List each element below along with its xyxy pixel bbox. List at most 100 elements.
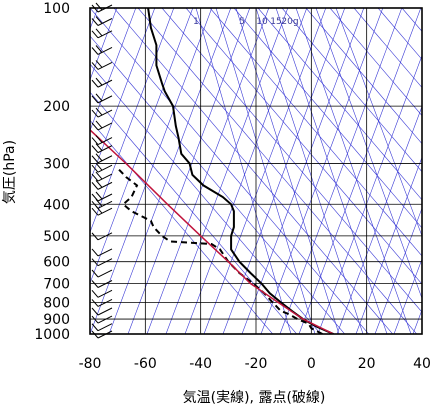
wind-barb [91,232,113,241]
wind-barb-flag [91,109,99,118]
wind-barb-flag [91,164,99,173]
isotherm-line [90,8,213,334]
wind-barb-flag [91,248,99,257]
wind-barb-flag [91,145,99,153]
mixing-ratio-label: 15 [270,17,281,27]
isotherm-line [184,8,308,334]
wind-barb-flag [91,62,99,70]
wind-barb-flag [95,162,103,171]
mixing-ratio-line [255,8,364,334]
wind-barb-shaft [97,315,113,324]
y-tick-label: 300 [43,157,70,173]
wind-barbs [91,2,113,339]
adiabat-line [257,8,422,201]
wind-barb-flag [95,205,103,214]
isotherm-line [203,8,327,334]
y-tick-label: 100 [43,1,70,17]
wind-barb [91,107,113,118]
dewpoint-line [116,167,323,334]
wind-barb-flag [91,299,99,307]
wind-barb-flag [91,155,99,164]
adiabat-line [90,35,346,334]
wind-barb [91,248,113,257]
wind-barb-shaft [97,173,113,182]
wind-barb [91,162,113,173]
wind-barb-flag [91,47,99,55]
wind-barb-flag [95,16,103,24]
mixing-ratio-line [275,8,388,334]
isotherm-line [317,54,422,334]
wind-barb [91,171,113,182]
mixing-ratio-label: 5 [239,17,245,27]
wind-barb-flag [95,191,103,200]
adiabat-line [281,8,422,173]
wind-barb [91,307,113,316]
adiabat-line [426,8,431,394]
wind-barb [91,258,113,267]
wind-barb [91,93,113,104]
wind-barb-shaft [97,248,113,257]
adiabat-line [353,8,422,89]
mixing-ratio-label: 1 [193,17,199,27]
wind-barb-flag [91,173,99,182]
wind-barb-shaft [97,269,113,278]
wind-barb [91,77,113,88]
x-tick-label: -80 [79,356,102,372]
mixing-ratio-line [315,8,422,300]
isotherm-line [374,207,422,334]
adiabat-line [113,8,394,334]
y-tick-label: 200 [43,99,70,115]
y-tick-label: 700 [43,277,70,293]
adiabat-line [377,8,422,60]
mixing-ratio-line [235,8,340,334]
adiabat-line [90,119,274,334]
wind-barb-shaft [97,122,113,131]
wind-barb-shaft [97,307,113,316]
wind-barb [91,180,113,190]
wind-barb-flag [91,307,99,316]
wind-barb-flag [91,18,99,26]
adiabat-line [329,8,422,117]
wind-barb [91,28,113,39]
y-tick-label: 500 [43,229,70,245]
adiabat-line [137,8,418,334]
series-layer [90,8,334,334]
x-tick-labels: -80 -60 -40 -20 0 20 40 [79,356,431,372]
wind-barb-shaft [97,61,113,70]
y-tick-label: 1000 [34,327,70,343]
wind-barb [91,135,113,145]
wind-barb-flag [95,93,103,102]
wind-barb-shaft [97,181,113,190]
wind-barb-shaft [97,47,113,55]
wind-barb-flag [91,289,99,298]
adiabat-line [209,8,422,257]
adiabat-line [161,8,422,313]
wind-barb-shaft [97,193,113,202]
wind-barb-shaft [97,137,113,145]
isotherm-line [336,105,422,334]
isotherm-line [165,8,289,334]
wind-barb-flag [91,95,99,104]
background-lines [90,8,431,394]
parcel-line [90,128,334,334]
wind-barb-flag [95,143,103,151]
x-axis-title: 気温(実線), 露点(破線) [183,390,326,406]
x-tick-label: -40 [189,356,212,372]
x-tick-label: 0 [307,356,316,372]
wind-barb [91,153,113,164]
wind-barb-flag [95,45,103,53]
wind-barb-flag [91,182,99,190]
y-tick-label: 400 [43,197,70,213]
wind-barb-flag [95,2,103,11]
adiabat-line [305,8,422,145]
adiabat-line [401,8,422,32]
isotherm-line [90,8,137,132]
x-tick-label: -20 [245,356,268,372]
mixing-ratio-line [295,8,412,334]
wind-barb-flag [95,77,103,86]
mixing-ratio-labels: 1 5 10 15 20g [193,17,298,27]
mixing-ratio-line [195,8,292,334]
wind-barb-flag [91,232,99,241]
wind-barb [91,280,113,288]
